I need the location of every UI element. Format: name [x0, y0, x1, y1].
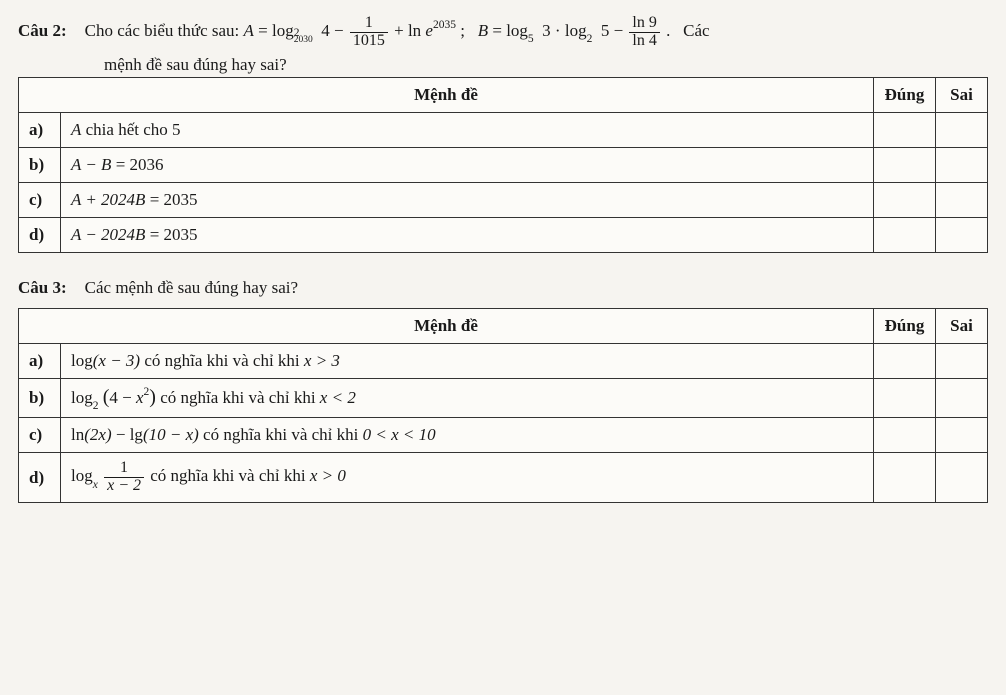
q3-table-header-row: Mệnh đề Đúng Sai	[19, 309, 988, 344]
period: .	[666, 21, 670, 40]
eq-sign: =	[492, 21, 502, 40]
cell-sai[interactable]	[936, 182, 988, 217]
q3-intro: Các mệnh đề sau đúng hay sai?	[85, 269, 988, 306]
q3-hdr-dung: Đúng	[874, 309, 936, 344]
row-content: logx 1 x − 2 có nghĩa khi và chỉ khi x >…	[61, 453, 874, 503]
row-label: b)	[19, 379, 61, 418]
plus-sign: +	[394, 21, 404, 40]
q2-B-log2-arg: 5	[601, 21, 610, 40]
table-row: b) A − B = 2036	[19, 147, 988, 182]
table-row: c) ln(2x) − lg(10 − x) có nghĩa khi và c…	[19, 418, 988, 453]
table-row: d) A − 2024B = 2035	[19, 217, 988, 252]
frac-den: 1015	[350, 33, 388, 50]
ln-word: ln	[408, 21, 421, 40]
q2-expr-B: B = log5 3 · log2 5 − ln 9 ln 4 .	[478, 21, 675, 40]
question-3-line: Câu 3: Các mệnh đề sau đúng hay sai?	[18, 269, 988, 306]
q2-hdr-menhde: Mệnh đề	[19, 77, 874, 112]
cell-sai[interactable]	[936, 418, 988, 453]
table-row: b) log2 (4 − x2) có nghĩa khi và chỉ khi…	[19, 379, 988, 418]
cell-sai[interactable]	[936, 112, 988, 147]
row-label: d)	[19, 453, 61, 503]
q3-label: Câu 3:	[18, 269, 67, 306]
q2-A-log-base: 22030	[294, 28, 313, 45]
row-content: log(x − 3) có nghĩa khi và chỉ khi x > 3	[61, 344, 874, 379]
question-2-line1: Câu 2: Cho các biểu thức sau: A = log220…	[18, 12, 988, 51]
row-content: A chia hết cho 5	[61, 112, 874, 147]
q2-table: Mệnh đề Đúng Sai a) A chia hết cho 5 b) …	[18, 77, 988, 253]
row-content: A − B = 2036	[61, 147, 874, 182]
table-row: a) log(x − 3) có nghĩa khi và chỉ khi x …	[19, 344, 988, 379]
q3-hdr-menhde: Mệnh đề	[19, 309, 874, 344]
q2-trailing: Các	[683, 21, 709, 40]
log-word: log	[565, 21, 587, 40]
q2-label: Câu 2:	[18, 12, 67, 49]
row-content: log2 (4 − x2) có nghĩa khi và chỉ khi x …	[61, 379, 874, 418]
row-label: a)	[19, 344, 61, 379]
row-content: ln(2x) − lg(10 − x) có nghĩa khi và chỉ …	[61, 418, 874, 453]
cell-sai[interactable]	[936, 147, 988, 182]
frac-num: ln 9	[629, 15, 659, 33]
e-letter: e	[425, 21, 433, 40]
q2-A-frac: 1 1015	[348, 15, 390, 50]
row-content: A − 2024B = 2035	[61, 217, 874, 252]
cell-sai[interactable]	[936, 344, 988, 379]
log-word: log	[506, 21, 528, 40]
cdot: ·	[555, 21, 561, 40]
q2-line2: mệnh đề sau đúng hay sai?	[104, 55, 988, 75]
q2-hdr-sai: Sai	[936, 77, 988, 112]
cell-dung[interactable]	[874, 453, 936, 503]
row-label: c)	[19, 182, 61, 217]
minus-sign: −	[614, 21, 624, 40]
row-label: b)	[19, 147, 61, 182]
q2-intro-prefix: Cho các biểu thức sau:	[85, 21, 244, 40]
q2-table-header-row: Mệnh đề Đúng Sai	[19, 77, 988, 112]
frac-den: ln 4	[629, 33, 659, 50]
row-label: a)	[19, 112, 61, 147]
frac-num: 1	[350, 15, 388, 33]
q3-d-frac: 1 x − 2	[102, 460, 146, 495]
row-content: A + 2024B = 2035	[61, 182, 874, 217]
log-word: log	[272, 21, 294, 40]
cell-dung[interactable]	[874, 418, 936, 453]
q2-A-log-arg: 4	[321, 21, 330, 40]
row-label: c)	[19, 418, 61, 453]
cell-sai[interactable]	[936, 379, 988, 418]
table-row: a) A chia hết cho 5	[19, 112, 988, 147]
cell-dung[interactable]	[874, 379, 936, 418]
q3-table: Mệnh đề Đúng Sai a) log(x − 3) có nghĩa …	[18, 308, 988, 503]
row-label: d)	[19, 217, 61, 252]
table-row: c) A + 2024B = 2035	[19, 182, 988, 217]
cell-sai[interactable]	[936, 453, 988, 503]
cell-dung[interactable]	[874, 182, 936, 217]
cell-dung[interactable]	[874, 112, 936, 147]
cell-dung[interactable]	[874, 217, 936, 252]
q2-expr-A: A = log22030 4 − 1 1015 + ln e2035 ;	[244, 21, 470, 40]
eq-sign: =	[258, 21, 268, 40]
cell-dung[interactable]	[874, 147, 936, 182]
q2-B-log2-base: 2	[587, 33, 593, 45]
semicolon: ;	[460, 21, 465, 40]
minus-sign: −	[334, 21, 344, 40]
q2-body: Cho các biểu thức sau: A = log22030 4 − …	[85, 12, 988, 51]
q3-hdr-sai: Sai	[936, 309, 988, 344]
table-row: d) logx 1 x − 2 có nghĩa khi và chỉ khi …	[19, 453, 988, 503]
q2-hdr-dung: Đúng	[874, 77, 936, 112]
q2-B-lhs: B	[478, 21, 488, 40]
q2-B-frac: ln 9 ln 4	[627, 15, 661, 50]
cell-dung[interactable]	[874, 344, 936, 379]
cell-sai[interactable]	[936, 217, 988, 252]
q2-B-log1-base: 5	[528, 33, 534, 45]
q2-e-exp: 2035	[433, 19, 456, 31]
q2-B-log1-arg: 3	[542, 21, 551, 40]
q2-A-lhs: A	[244, 21, 254, 40]
